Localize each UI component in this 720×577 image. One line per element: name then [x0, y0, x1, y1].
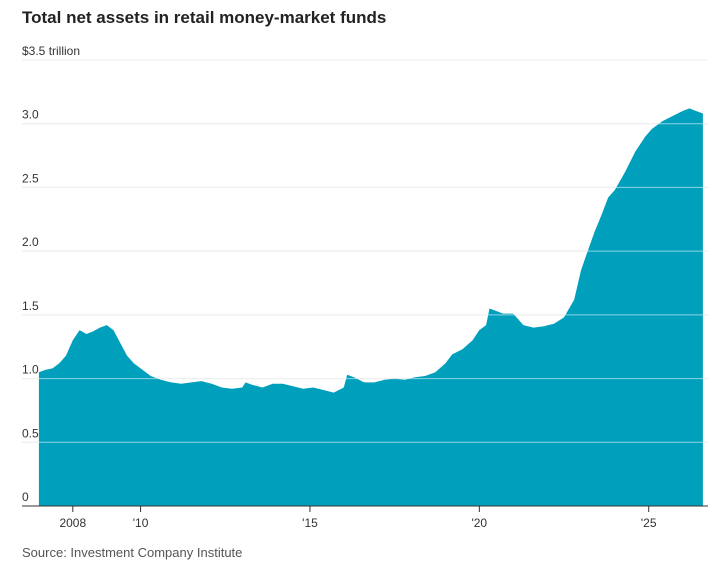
y-tick-label: $3.5 trillion [22, 44, 80, 58]
area-chart: 0 0.5 1.0 1.5 2.0 2.5 3.0 $3.5 trillion 2008 '10 '… [22, 44, 708, 530]
y-tick-label: 3.0 [22, 108, 39, 122]
x-tick-label: '25 [641, 516, 657, 530]
y-tick-label: 2.0 [22, 235, 39, 249]
y-tick-label: 1.5 [22, 299, 39, 313]
y-tick-label: 2.5 [22, 171, 39, 185]
x-tick-label: '15 [302, 516, 318, 530]
y-tick-label: 0.5 [22, 426, 39, 440]
series-area [38, 108, 703, 507]
chart-title: Total net assets in retail money-market … [22, 8, 387, 27]
x-tick-label: 2008 [59, 516, 86, 530]
y-tick-label: 1.0 [22, 363, 39, 377]
x-tick-label: '20 [471, 516, 487, 530]
source-note: Source: Investment Company Institute [22, 545, 243, 560]
y-tick-label: 0 [22, 490, 29, 504]
x-tick-label: '10 [133, 516, 149, 530]
